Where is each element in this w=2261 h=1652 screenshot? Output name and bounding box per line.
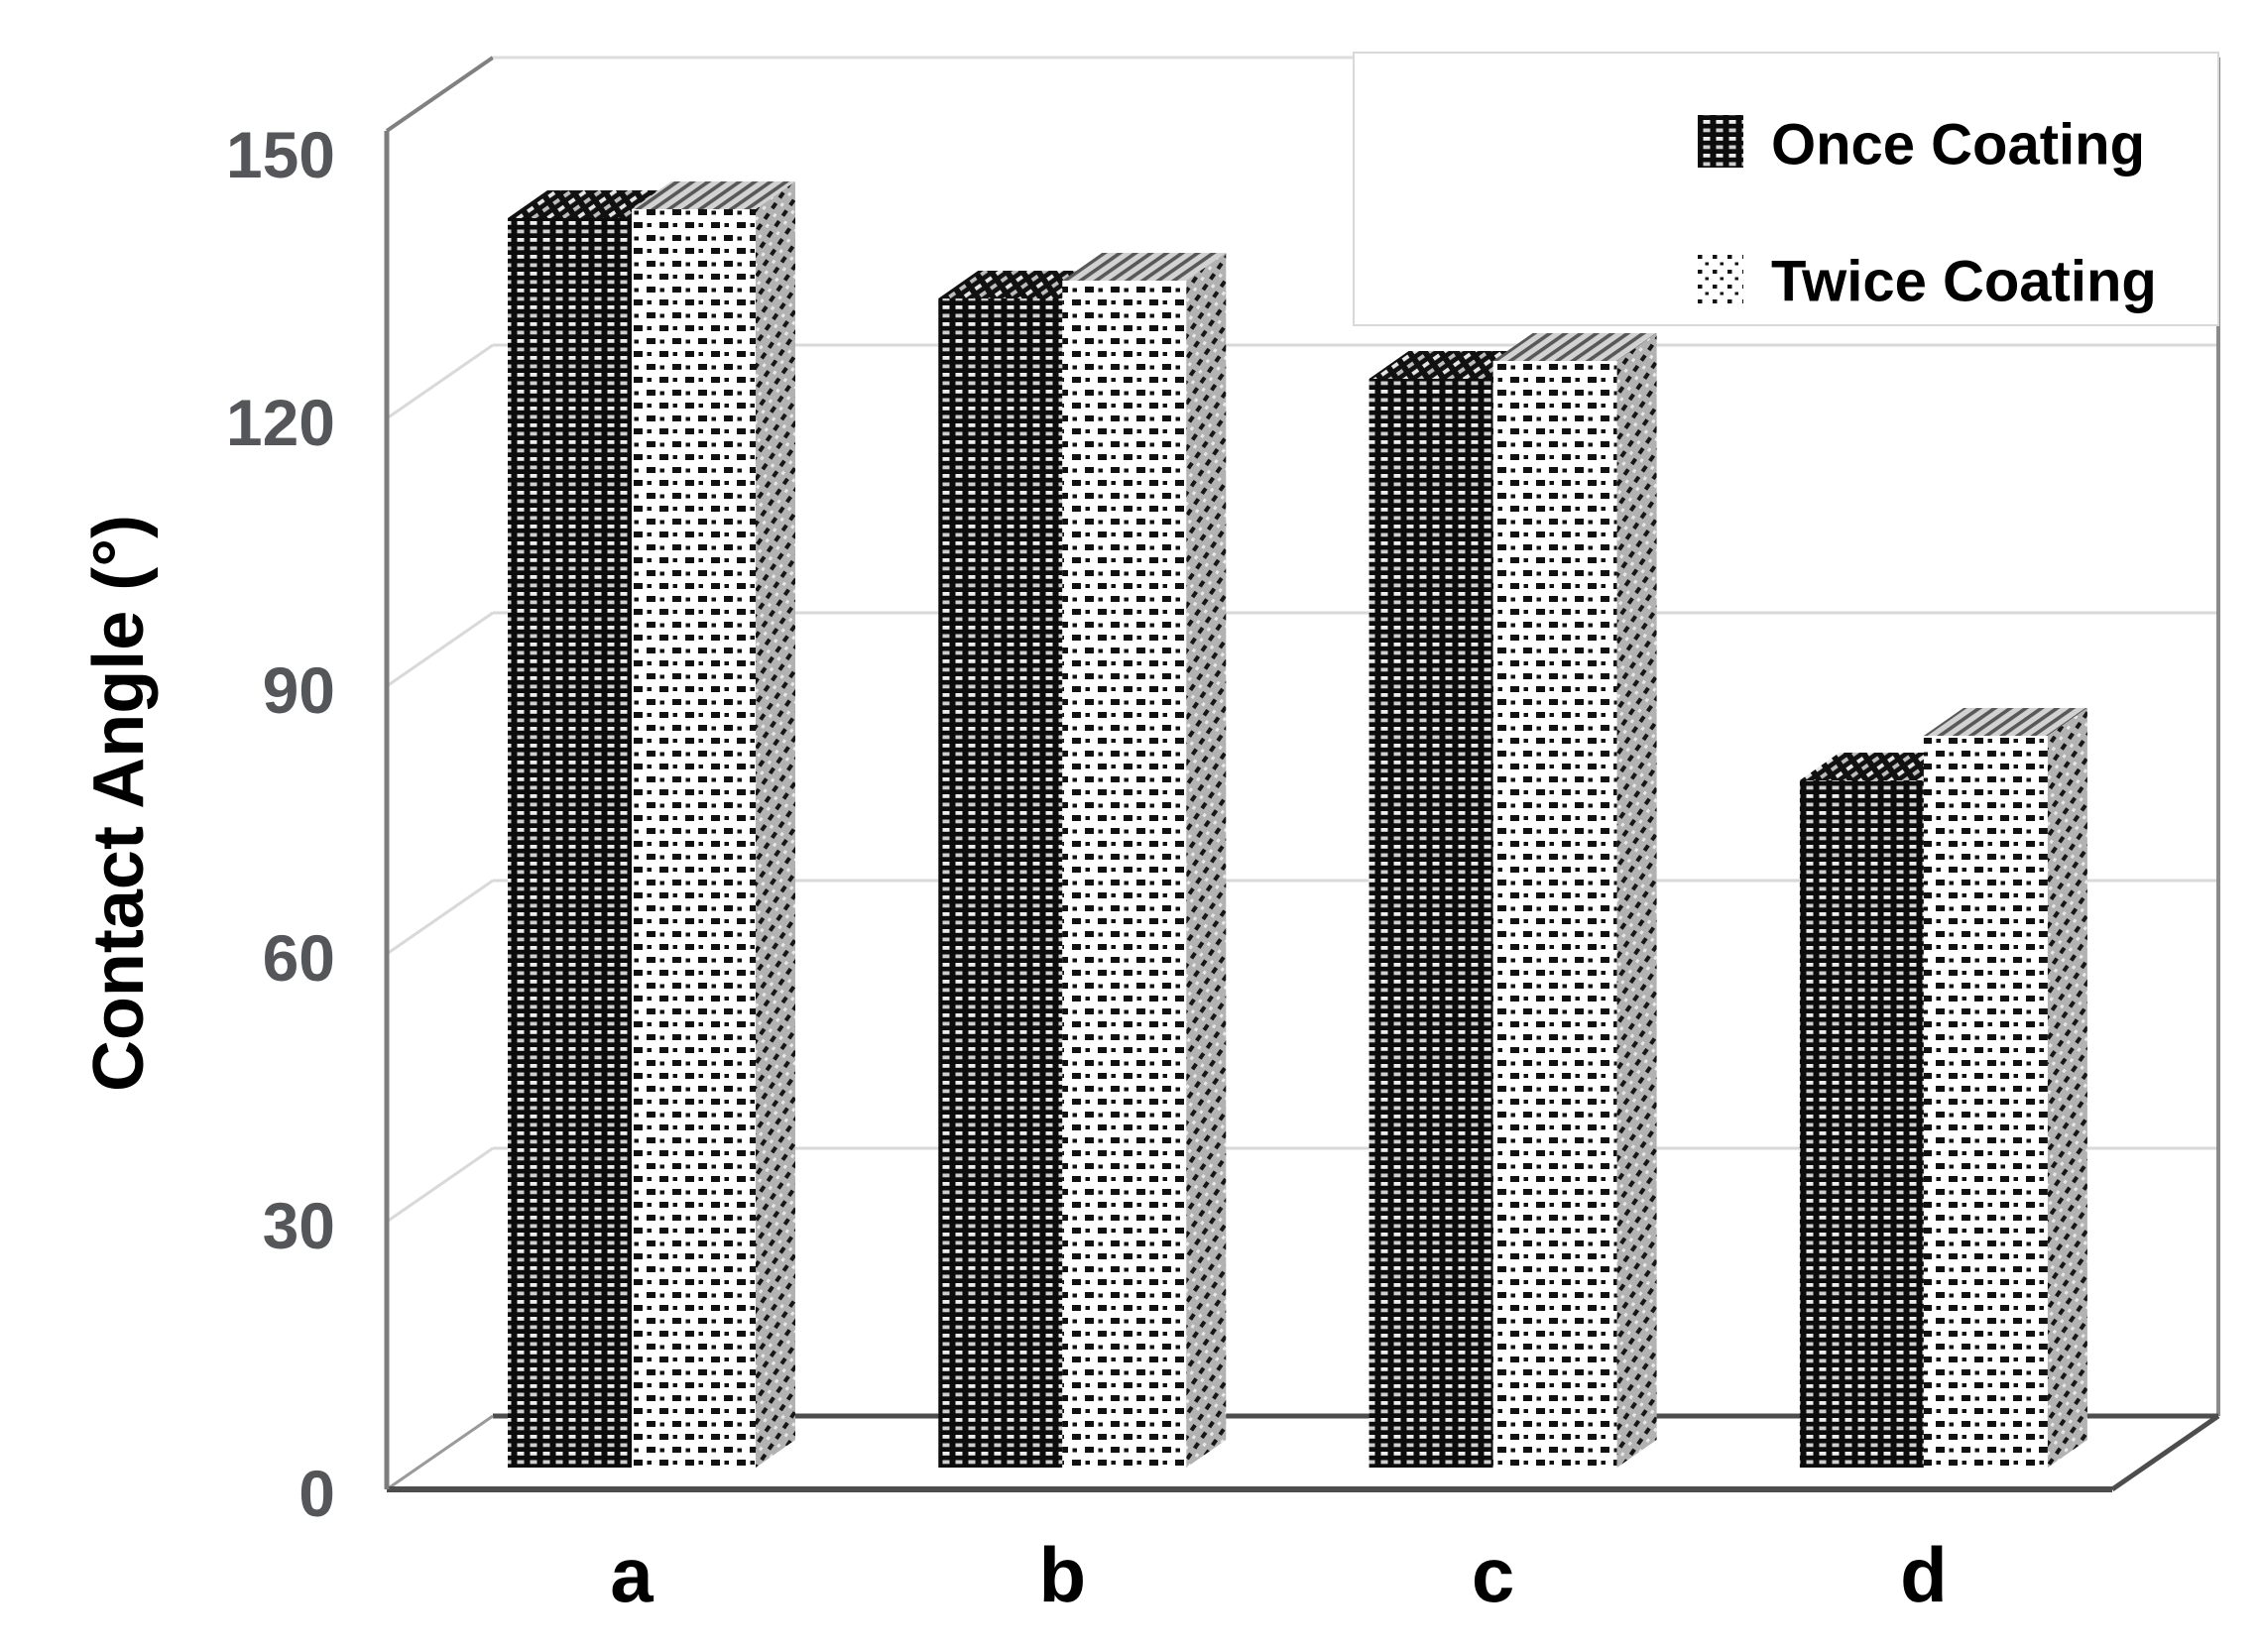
bar-front-face xyxy=(1368,379,1493,1468)
floor-left-edge xyxy=(386,1414,494,1491)
bar-front-face xyxy=(508,218,632,1468)
bar-c-once xyxy=(1368,351,1533,1468)
bar-front-face xyxy=(1799,780,1924,1468)
x-category-label: b xyxy=(1038,1531,1086,1618)
bar-c-twice xyxy=(1492,333,1657,1468)
bar-front-face xyxy=(1062,281,1187,1468)
bar-side-face xyxy=(756,181,795,1468)
bar-front-face xyxy=(632,209,756,1468)
legend-box xyxy=(1353,52,2219,326)
bar-top-face xyxy=(508,190,671,218)
floor xyxy=(387,1416,2218,1489)
y-tick-label: 120 xyxy=(226,386,335,459)
bar-top-face xyxy=(938,271,1103,298)
x-axis-category-labels: a b c d xyxy=(610,1531,1947,1618)
left-wall-top-edge xyxy=(385,56,495,133)
x-category-label: d xyxy=(1900,1531,1948,1618)
bars xyxy=(508,181,2087,1468)
legend-label-once: Once Coating xyxy=(1771,113,2145,177)
x-category-label: a xyxy=(610,1531,654,1618)
legend-label-twice: Twice Coating xyxy=(1771,250,2157,314)
bar-b-once xyxy=(938,271,1103,1468)
bar-top-face xyxy=(1923,708,2087,736)
gridline-left-wall xyxy=(386,343,494,420)
y-tick-label: 60 xyxy=(263,921,335,995)
y-axis-title: Contact Angle (°) xyxy=(79,515,159,1092)
y-tick-label: 30 xyxy=(263,1189,335,1262)
y-axis-tick-labels: 0 30 60 90 120 150 xyxy=(226,118,335,1530)
floor-right-edge xyxy=(2110,1413,2220,1492)
bar-front-face xyxy=(1923,736,2048,1468)
bar-front-face xyxy=(938,298,1063,1468)
bar-front-face xyxy=(1492,361,1617,1468)
bar-b-twice xyxy=(1062,253,1227,1468)
bar-d-once xyxy=(1799,753,1964,1468)
bar-side-face xyxy=(1186,253,1227,1468)
bar-side-face xyxy=(2047,708,2087,1468)
bar-top-face xyxy=(632,181,795,209)
bar-top-face xyxy=(1799,753,1964,780)
bar-a-once xyxy=(508,190,671,1468)
gridline-left-wall xyxy=(386,1146,494,1224)
y-tick-label: 90 xyxy=(263,653,335,727)
twice-coating-swatch-icon xyxy=(1698,252,1743,304)
bar-top-face xyxy=(1492,333,1657,361)
once-coating-swatch-icon xyxy=(1698,115,1743,168)
legend: Once Coating Twice Coating xyxy=(1353,52,2219,326)
y-tick-label: 0 xyxy=(298,1457,335,1530)
bar-top-face xyxy=(1062,253,1227,281)
bar-top-face xyxy=(1368,351,1533,379)
bar-a-twice xyxy=(632,181,795,1468)
x-category-label: c xyxy=(1472,1531,1514,1618)
gridline-left-wall xyxy=(386,611,494,688)
y-tick-label: 150 xyxy=(226,118,335,191)
left-wall xyxy=(387,58,493,1489)
bar-d-twice xyxy=(1923,708,2087,1468)
bar-side-face xyxy=(1616,333,1657,1468)
gridline-left-wall xyxy=(386,879,494,956)
